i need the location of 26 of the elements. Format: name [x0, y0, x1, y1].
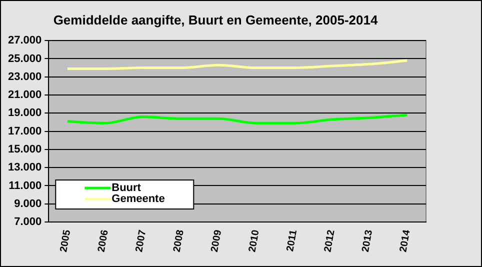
y-tick-label: 21.000 — [8, 89, 42, 102]
x-tick-label: 2014 — [398, 228, 413, 253]
x-tick-label: 2012 — [322, 228, 338, 253]
y-tick-label: 27.000 — [8, 34, 42, 47]
x-tick-label: 2011 — [284, 228, 300, 252]
y-tick-label: 17.000 — [8, 125, 42, 138]
y-tick-label: 15.000 — [8, 143, 42, 156]
y-tick-label: 13.000 — [8, 162, 42, 174]
y-tick-label: 23.000 — [8, 70, 42, 83]
x-tick-label: 2007 — [134, 228, 149, 253]
x-tick-label: 2009 — [209, 228, 224, 253]
x-tick-label: 2010 — [247, 228, 262, 253]
y-tick-label: 25.000 — [8, 52, 42, 65]
legend-label: Gemeente — [112, 193, 165, 206]
y-tick-label: 7.000 — [14, 216, 42, 228]
legend-label: Buurt — [112, 182, 142, 194]
y-tick-label: 9.000 — [14, 198, 42, 210]
y-tick-label: 19.000 — [8, 107, 42, 120]
x-tick-label: 2006 — [96, 228, 111, 253]
x-tick-label: 2005 — [58, 228, 74, 253]
x-tick-label: 2013 — [360, 228, 376, 253]
line-series — [66, 59, 408, 70]
x-tick-label: 2008 — [172, 228, 186, 253]
chart-title: Gemiddelde aangifte, Buurt en Gemeente, 2005-2014 — [53, 12, 378, 28]
y-tick-label: 11.000 — [8, 180, 42, 192]
line-series — [66, 114, 408, 124]
